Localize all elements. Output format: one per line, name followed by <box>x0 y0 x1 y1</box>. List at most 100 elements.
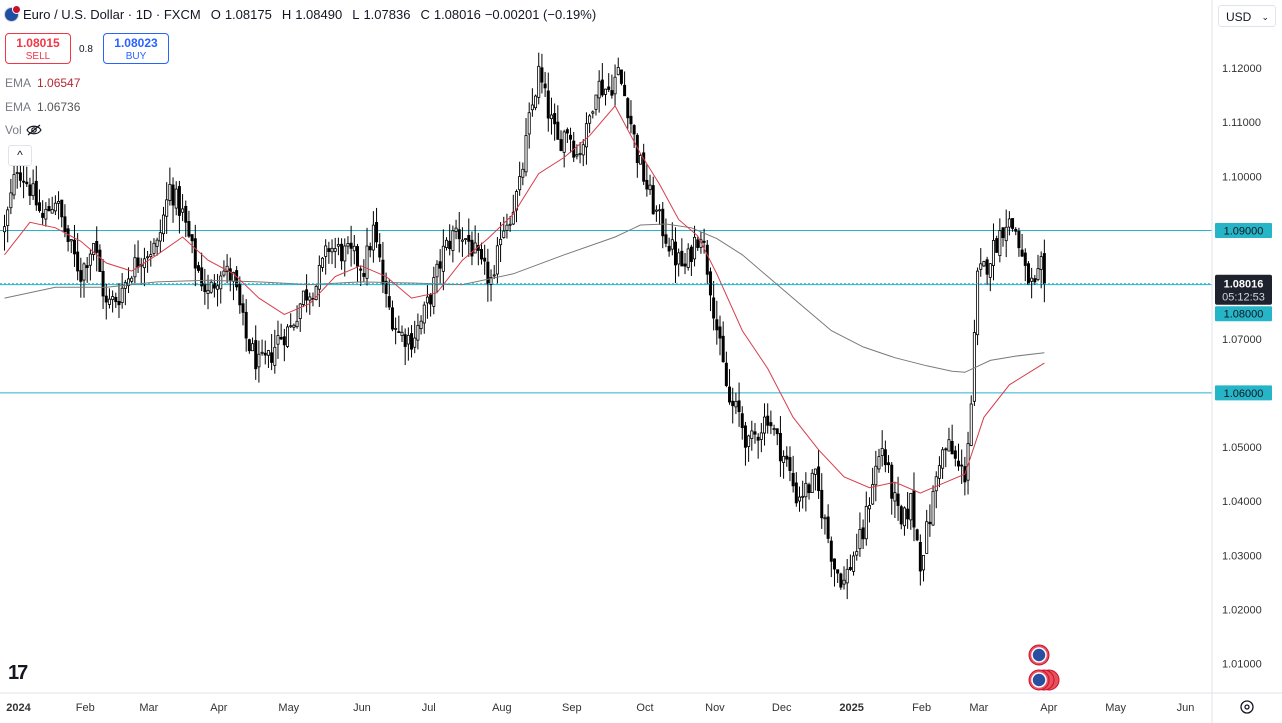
event-flag-icon[interactable] <box>1028 669 1060 691</box>
candle[interactable] <box>257 340 261 383</box>
candle[interactable] <box>712 280 716 331</box>
candle[interactable] <box>750 420 754 451</box>
candle[interactable] <box>60 199 64 228</box>
candle[interactable] <box>775 428 779 446</box>
candle[interactable] <box>79 257 83 298</box>
candle[interactable] <box>254 325 258 380</box>
candle[interactable] <box>581 139 585 167</box>
candle[interactable] <box>937 456 941 488</box>
candle[interactable] <box>247 338 251 354</box>
candle[interactable] <box>763 403 767 446</box>
candle[interactable] <box>286 324 290 349</box>
candle[interactable] <box>397 315 401 333</box>
candle[interactable] <box>998 218 1002 263</box>
candle[interactable] <box>9 178 13 215</box>
candle[interactable] <box>689 244 693 276</box>
candle[interactable] <box>991 223 995 281</box>
candle[interactable] <box>941 447 945 480</box>
candle[interactable] <box>72 224 76 267</box>
buy-button[interactable]: 1.08023 BUY <box>103 33 169 64</box>
candle[interactable] <box>327 241 331 264</box>
candle[interactable] <box>759 422 763 453</box>
candle[interactable] <box>416 313 420 350</box>
candle[interactable] <box>57 191 61 220</box>
candle[interactable] <box>413 320 417 354</box>
candle[interactable] <box>632 124 636 148</box>
candle[interactable] <box>193 224 197 287</box>
candle[interactable] <box>486 248 490 302</box>
candle[interactable] <box>368 242 372 258</box>
candle[interactable] <box>266 349 270 369</box>
candle[interactable] <box>848 554 852 572</box>
candle[interactable] <box>28 177 32 206</box>
candle[interactable] <box>400 325 404 343</box>
candle[interactable] <box>591 110 595 119</box>
candle[interactable] <box>832 558 836 587</box>
candle[interactable] <box>810 469 814 493</box>
candle[interactable] <box>972 319 976 407</box>
candle[interactable] <box>438 249 442 285</box>
candle[interactable] <box>161 206 165 242</box>
candle[interactable] <box>12 163 16 200</box>
candle[interactable] <box>505 213 509 239</box>
candle[interactable] <box>680 238 684 267</box>
candle[interactable] <box>934 471 938 509</box>
candle[interactable] <box>556 105 560 140</box>
candle[interactable] <box>69 239 73 253</box>
candle[interactable] <box>454 219 458 240</box>
candle[interactable] <box>289 313 293 328</box>
candle[interactable] <box>241 294 245 326</box>
candle[interactable] <box>171 177 175 223</box>
candle[interactable] <box>518 161 522 196</box>
candle[interactable] <box>839 572 843 590</box>
candle[interactable] <box>343 238 347 277</box>
candle[interactable] <box>686 243 690 271</box>
candle[interactable] <box>451 225 455 263</box>
candle[interactable] <box>107 288 111 309</box>
candle[interactable] <box>3 214 7 251</box>
candle[interactable] <box>559 130 563 152</box>
candle[interactable] <box>883 440 887 473</box>
candle[interactable] <box>63 204 67 238</box>
candle[interactable] <box>890 462 894 515</box>
candle[interactable] <box>988 263 992 292</box>
candle[interactable] <box>114 292 118 308</box>
candle[interactable] <box>527 102 531 149</box>
candle[interactable] <box>858 512 862 557</box>
candle[interactable] <box>349 225 353 267</box>
candle[interactable] <box>826 504 830 544</box>
candle[interactable] <box>470 231 474 266</box>
tradingview-logo-icon[interactable]: 17 <box>8 662 28 684</box>
candle[interactable] <box>117 283 121 319</box>
candle[interactable] <box>1017 227 1021 257</box>
candle[interactable] <box>960 449 964 484</box>
candle[interactable] <box>133 244 137 284</box>
candle[interactable] <box>613 64 617 107</box>
candle[interactable] <box>925 509 929 554</box>
candle[interactable] <box>152 238 156 256</box>
candle[interactable] <box>578 142 582 164</box>
candle[interactable] <box>893 481 897 519</box>
candle[interactable] <box>801 480 805 509</box>
candle[interactable] <box>928 504 932 537</box>
candle[interactable] <box>931 485 935 526</box>
candle[interactable] <box>200 252 204 292</box>
candle[interactable] <box>1001 227 1005 247</box>
candle[interactable] <box>604 88 608 106</box>
candle[interactable] <box>190 234 194 254</box>
candle[interactable] <box>1036 254 1040 282</box>
candle[interactable] <box>1004 209 1008 258</box>
candle[interactable] <box>731 387 735 424</box>
candle[interactable] <box>445 237 449 251</box>
candle[interactable] <box>340 238 344 270</box>
candle[interactable] <box>479 242 483 265</box>
candle[interactable] <box>492 265 496 280</box>
candle[interactable] <box>549 97 553 135</box>
candle[interactable] <box>1011 218 1015 232</box>
candle[interactable] <box>845 558 849 600</box>
candle[interactable] <box>569 127 573 153</box>
candle[interactable] <box>871 467 875 506</box>
candle[interactable] <box>390 300 394 332</box>
candle[interactable] <box>362 259 366 283</box>
candle[interactable] <box>155 237 159 256</box>
